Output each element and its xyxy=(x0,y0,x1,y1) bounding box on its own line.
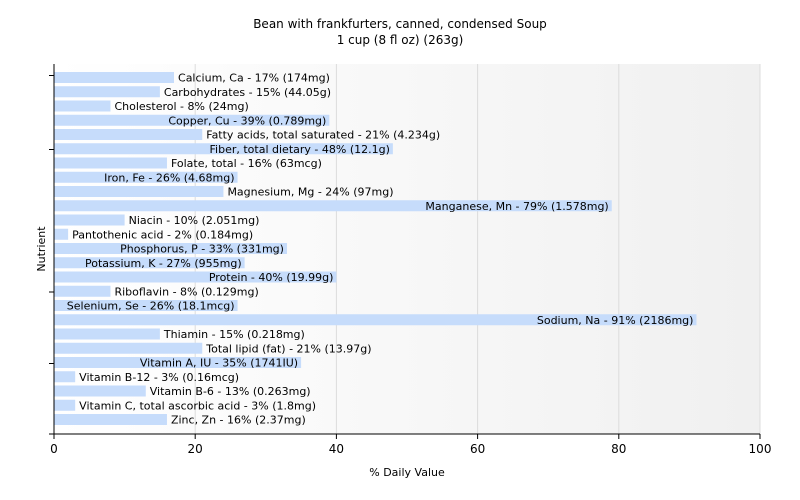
bar-label: Total lipid (fat) - 21% (13.97g) xyxy=(205,342,371,355)
bar-label: Vitamin B-12 - 3% (0.16mcg) xyxy=(79,371,239,384)
x-tick-label: 60 xyxy=(470,442,485,456)
bar-label: Fiber, total dietary - 48% (12.1g) xyxy=(210,143,390,156)
bar xyxy=(54,243,287,254)
bar xyxy=(54,186,224,197)
bar xyxy=(54,342,203,354)
bars xyxy=(54,72,697,425)
x-tick-label: 20 xyxy=(188,442,203,456)
bar-label: Protein - 40% (19.99g) xyxy=(209,271,334,284)
bar xyxy=(54,300,238,311)
bar xyxy=(54,143,393,155)
bar xyxy=(54,228,69,240)
bar xyxy=(54,385,146,397)
bar-label: Copper, Cu - 39% (0.789mg) xyxy=(168,114,326,127)
bar-label: Iron, Fe - 26% (4.68mg) xyxy=(104,171,234,184)
bar xyxy=(54,357,302,368)
x-tick-label: 0 xyxy=(50,442,58,456)
bar xyxy=(54,171,238,183)
bar xyxy=(54,114,330,126)
bar xyxy=(54,129,203,140)
bar xyxy=(54,285,111,297)
bar xyxy=(54,271,337,283)
bar-label: Zinc, Zn - 16% (2.37mg) xyxy=(171,414,306,427)
bar-label: Fatty acids, total saturated - 21% (4.23… xyxy=(206,129,440,142)
chart-subtitle: 1 cup (8 fl oz) (263g) xyxy=(337,33,464,47)
bar xyxy=(54,72,175,83)
bar-label: Selenium, Se - 26% (18.1mcg) xyxy=(67,300,235,313)
bar-labels: Calcium, Ca - 17% (174mg)Carbohydrates -… xyxy=(67,72,694,427)
y-axis-ticks xyxy=(49,75,54,435)
bar xyxy=(54,371,76,383)
bar xyxy=(54,328,160,340)
bar xyxy=(54,314,697,326)
y-axis-title: Nutrient xyxy=(35,226,48,272)
bar-label: Riboflavin - 8% (0.129mg) xyxy=(114,285,258,298)
x-tick-label: 80 xyxy=(611,442,626,456)
bar xyxy=(54,100,111,112)
bar-label: Calcium, Ca - 17% (174mg) xyxy=(178,72,330,85)
bar-label: Niacin - 10% (2.051mg) xyxy=(129,214,260,227)
bar-label: Phosphorus, P - 33% (331mg) xyxy=(120,243,284,256)
bar-label: Sodium, Na - 91% (2186mg) xyxy=(537,314,694,327)
x-tick-label: 100 xyxy=(749,442,772,456)
bar-label: Potassium, K - 27% (955mg) xyxy=(85,257,242,270)
bar-label: Vitamin A, IU - 35% (1741IU) xyxy=(140,357,298,370)
bar-label: Manganese, Mn - 79% (1.578mg) xyxy=(425,200,608,213)
x-tick-label: 40 xyxy=(329,442,344,456)
bar xyxy=(54,414,167,425)
bar xyxy=(54,257,245,269)
bar-label: Vitamin B-6 - 13% (0.263mg) xyxy=(150,385,311,398)
bar xyxy=(54,214,125,226)
bar-label: Magnesium, Mg - 24% (97mg) xyxy=(227,186,393,199)
bar xyxy=(54,86,160,98)
bar-label: Cholesterol - 8% (24mg) xyxy=(114,100,248,113)
bar-label: Pantothenic acid - 2% (0.184mg) xyxy=(72,228,253,241)
bar xyxy=(54,157,167,169)
bar xyxy=(54,399,76,411)
x-axis-ticks: 0 20 40 60 80 100 xyxy=(50,434,771,456)
bar-label: Carbohydrates - 15% (44.05g) xyxy=(164,86,331,99)
bar-label: Vitamin C, total ascorbic acid - 3% (1.8… xyxy=(79,399,316,412)
bar xyxy=(54,200,612,212)
bar-label: Thiamin - 15% (0.218mg) xyxy=(163,328,305,341)
chart-title: Bean with frankfurters, canned, condense… xyxy=(253,17,547,31)
x-axis-title: % Daily Value xyxy=(369,466,445,479)
bar-label: Folate, total - 16% (63mcg) xyxy=(171,157,322,170)
